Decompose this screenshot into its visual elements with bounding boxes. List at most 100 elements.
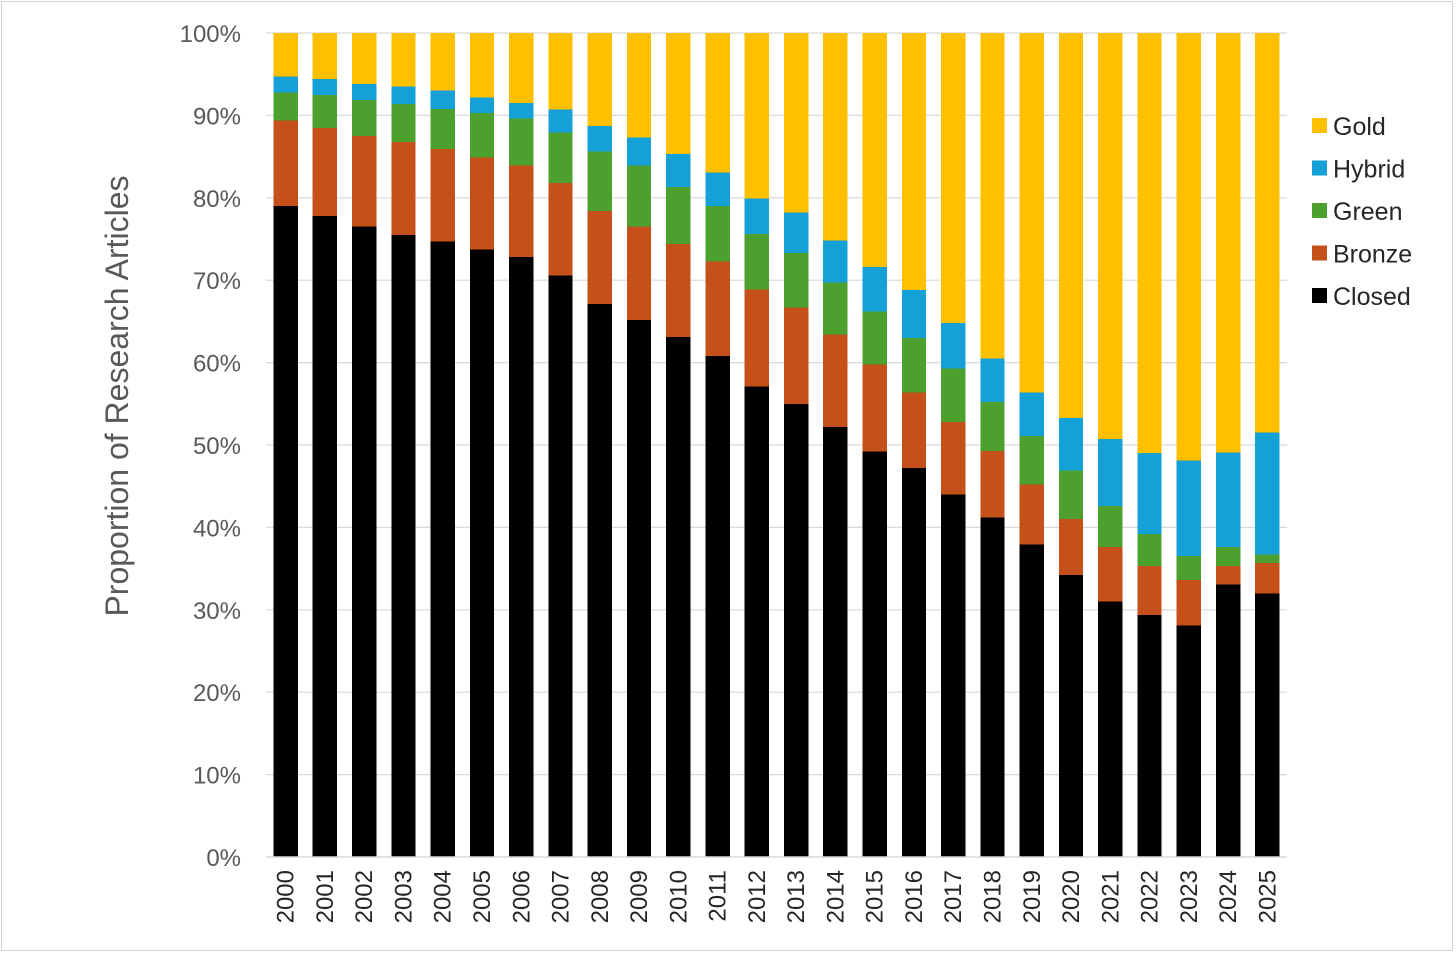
bar-segment-bronze-2016	[901, 392, 927, 469]
x-tick-label: 2013	[783, 870, 810, 923]
bar-segment-closed-2007	[548, 275, 573, 857]
bar-segment-bronze-2007	[548, 182, 573, 276]
x-tick-label: 2017	[940, 870, 967, 923]
bar-segment-hybrid-2024	[1215, 452, 1241, 548]
x-tick-label: 2002	[351, 870, 378, 923]
bar-segment-bronze-2004	[430, 149, 455, 242]
bar-segment-hybrid-2010	[666, 154, 691, 188]
bar-segment-hybrid-2022	[1137, 453, 1162, 534]
y-tick-label: 50%	[193, 433, 241, 460]
bar-segment-bronze-2020	[1058, 519, 1084, 576]
bar-segment-hybrid-2011	[705, 172, 730, 207]
bar-segment-bronze-2018	[980, 450, 1005, 518]
bar-segment-gold-2005	[469, 33, 495, 98]
x-tick-label: 2011	[705, 870, 732, 922]
bar-segment-gold-2014	[823, 33, 848, 241]
bar-segment-hybrid-2002	[352, 84, 377, 100]
bar-segment-hybrid-2019	[1019, 392, 1044, 436]
bar-segment-green-2018	[980, 402, 1005, 451]
bar-segment-bronze-2022	[1137, 566, 1162, 615]
bar-segment-hybrid-2014	[823, 240, 848, 283]
bar-segment-hybrid-2015	[862, 267, 887, 312]
legend-swatch-bronze	[1312, 245, 1327, 261]
bar-segment-closed-2020	[1058, 575, 1084, 857]
bar-segment-gold-2013	[783, 33, 809, 213]
bar-segment-green-2009	[626, 165, 652, 227]
bar-segment-green-2024	[1215, 547, 1241, 567]
bar-segment-bronze-2008	[587, 210, 612, 305]
bar-segment-gold-2008	[587, 33, 612, 127]
bar-segment-closed-2025	[1255, 593, 1280, 857]
x-tick-label: 2022	[1137, 870, 1164, 923]
bar-segment-bronze-2006	[509, 165, 534, 258]
x-tick-label: 2025	[1254, 870, 1281, 923]
bar-segment-closed-2009	[626, 319, 652, 857]
bar-segment-hybrid-2001	[312, 79, 338, 95]
bar-segment-bronze-2012	[744, 289, 770, 387]
y-tick-label: 80%	[193, 186, 241, 213]
bar-segment-closed-2004	[430, 241, 455, 858]
x-tick-label: 2007	[548, 870, 575, 923]
bar-segment-closed-2005	[469, 249, 495, 857]
bar-segment-gold-2020	[1058, 33, 1084, 418]
bar-segment-green-2013	[783, 253, 809, 308]
x-tick-label: 2016	[901, 870, 928, 923]
bar-segment-bronze-2010	[666, 243, 691, 338]
bar-segment-gold-2016	[901, 33, 927, 291]
y-tick-label: 100%	[180, 21, 241, 48]
bar-segment-bronze-2024	[1215, 566, 1241, 585]
legend: Gold Hybrid Green Bronze Closed	[1312, 113, 1412, 311]
bar-segment-green-2005	[469, 112, 495, 158]
bar-segment-green-2002	[352, 99, 377, 136]
bar-segment-gold-2012	[744, 33, 770, 199]
bar-segment-hybrid-2003	[391, 86, 416, 104]
bar-segment-gold-2018	[980, 33, 1005, 359]
bar-segment-closed-2003	[391, 234, 416, 857]
bar-segment-bronze-2014	[823, 334, 848, 427]
x-tick-label: 2014	[822, 870, 849, 923]
bar-segment-closed-2008	[587, 304, 612, 858]
bar-segment-hybrid-2023	[1176, 460, 1201, 557]
bar-segment-gold-2025	[1255, 33, 1280, 433]
bar-segment-closed-2006	[509, 257, 534, 857]
bar-segment-green-2022	[1137, 533, 1162, 567]
bar-segment-bronze-2021	[1098, 547, 1123, 602]
bar-segment-gold-2010	[666, 33, 691, 155]
bar-segment-hybrid-2021	[1098, 439, 1123, 506]
x-tick-label: 2020	[1058, 870, 1085, 923]
x-tick-label: 2010	[665, 870, 692, 923]
bar-segment-hybrid-2005	[469, 97, 495, 113]
bar-segment-bronze-2000	[273, 120, 298, 207]
bar-segment-gold-2003	[391, 33, 416, 87]
bar-segment-bronze-2015	[862, 364, 887, 452]
bar-segment-closed-2024	[1215, 584, 1241, 857]
bar-segment-gold-2002	[352, 33, 377, 85]
bar-segment-closed-2023	[1176, 625, 1201, 857]
legend-label-closed: Closed	[1333, 283, 1411, 311]
bar-segment-gold-2022	[1137, 33, 1162, 454]
bar-segment-closed-2001	[312, 215, 338, 857]
bar-segment-green-2017	[941, 368, 966, 422]
bar-segment-closed-2010	[666, 337, 691, 857]
bar-segment-gold-2021	[1098, 33, 1123, 440]
bar-segment-green-2016	[901, 337, 927, 393]
x-tick-label: 2009	[626, 870, 653, 923]
bar-segment-closed-2000	[273, 206, 298, 858]
bar-segment-green-2000	[273, 92, 298, 121]
x-tick-label: 2008	[587, 870, 614, 923]
bar-segment-hybrid-2020	[1058, 417, 1084, 471]
bar-segment-bronze-2002	[352, 136, 377, 227]
x-tick-label: 2023	[1176, 870, 1203, 923]
bar-segment-hybrid-2004	[430, 90, 455, 109]
bar-segment-green-2004	[430, 108, 455, 150]
bar-segment-closed-2016	[901, 468, 927, 857]
bar-segment-bronze-2005	[469, 157, 495, 250]
bar-segment-closed-2014	[823, 426, 848, 857]
bar-segment-gold-2015	[862, 33, 887, 268]
bar-segment-gold-2017	[941, 33, 966, 324]
bar-segment-green-2019	[1019, 435, 1044, 485]
legend-label-hybrid: Hybrid	[1333, 156, 1405, 184]
x-tick-label: 2003	[390, 870, 417, 923]
bar-segment-hybrid-2025	[1255, 432, 1280, 555]
